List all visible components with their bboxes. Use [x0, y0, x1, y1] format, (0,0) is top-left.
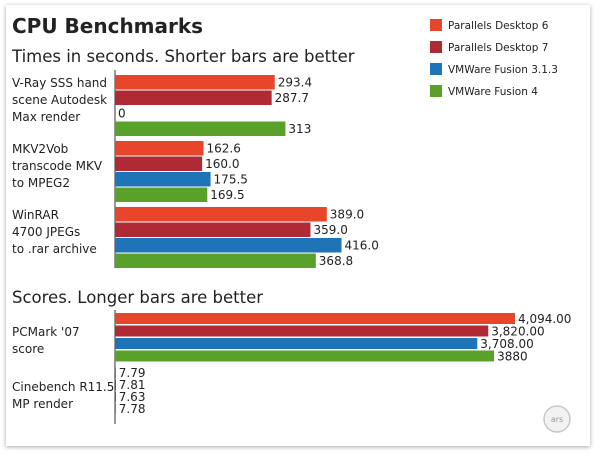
scores-value-label: 4,094.00: [518, 312, 571, 326]
scores-bar: [115, 392, 116, 402]
times-value-label: 160.0: [205, 157, 239, 171]
times-bar: [115, 253, 316, 268]
scores-bar: [115, 313, 515, 324]
scores-value-label: 7.78: [119, 402, 146, 416]
scores-bar: [115, 325, 489, 337]
times-category-label: scene Autodesk: [12, 93, 107, 107]
ars-logo-text: ars: [551, 415, 563, 424]
times-value-label: 368.8: [319, 254, 353, 268]
times-bar: [115, 207, 327, 222]
times-value-label: 175.5: [214, 173, 248, 187]
times-bar: [115, 172, 211, 187]
legend: Parallels Desktop 6 Parallels Desktop 7 VM…: [430, 19, 558, 98]
times-category-label: V-Ray SSS hand: [12, 76, 107, 90]
legend-label: VMWare Fusion 3.1.3: [448, 64, 558, 76]
legend-label: VMWare Fusion 4: [448, 86, 538, 98]
scores-category-label: PCMark '07: [12, 325, 80, 339]
times-value-label: 287.7: [275, 91, 309, 105]
legend-swatch: [430, 63, 442, 75]
section-title-times: Times in seconds. Shorter bars are bette…: [11, 47, 355, 66]
times-chart: V-Ray SSS hand scene Autodesk Max render 29…: [12, 70, 379, 268]
scores-value-label: 7.79: [119, 366, 146, 380]
legend-label: Parallels Desktop 6: [448, 20, 549, 32]
ars-logo: ars: [543, 405, 571, 433]
scores-bar: [115, 404, 116, 414]
times-value-label: 162.6: [207, 142, 241, 156]
scores-category-label: score: [12, 342, 44, 356]
times-bar: [115, 75, 275, 90]
scores-bar: [115, 380, 116, 390]
times-category-label: WinRAR: [12, 208, 59, 222]
legend-swatch: [430, 41, 442, 53]
legend-label: Parallels Desktop 7: [448, 42, 548, 54]
chart-title: CPU Benchmarks: [12, 14, 203, 38]
times-bar: [115, 90, 272, 105]
times-value-label: 416.0: [345, 239, 379, 253]
times-value-label: 169.5: [210, 188, 244, 202]
times-bar: [115, 238, 342, 253]
scores-bar: [115, 350, 495, 362]
scores-value-label: 3880: [497, 350, 528, 364]
times-value-label: 359.0: [313, 223, 347, 237]
times-category-label: to MPEG2: [12, 176, 70, 190]
times-category-label: Max render: [12, 110, 80, 124]
scores-bar: [115, 368, 116, 378]
times-bar: [115, 222, 311, 237]
scores-category-label: MP render: [12, 397, 73, 411]
legend-swatch: [430, 19, 442, 31]
times-value-label: 293.4: [278, 76, 312, 90]
section-title-scores: Scores. Longer bars are better: [12, 288, 263, 307]
scores-bar: [115, 338, 478, 349]
times-category-label: to .rar archive: [12, 242, 97, 256]
legend-swatch: [430, 85, 442, 97]
times-bar: [115, 187, 208, 202]
times-value-label: 389.0: [330, 208, 364, 222]
scores-chart: PCMark '07 score 4,094.003,820.003,708.003…: [12, 310, 571, 424]
scores-category-label: Cinebench R11.5: [12, 380, 114, 394]
times-category-label: 4700 JPEGs: [12, 225, 80, 239]
times-value-label: 0: [118, 107, 126, 121]
times-value-label: 313: [288, 122, 311, 136]
times-bar: [115, 156, 203, 171]
times-bar: [115, 141, 204, 156]
times-category-label: transcode MKV: [12, 159, 103, 173]
scores-value-label: 3,708.00: [480, 337, 533, 351]
scores-value-label: 7.63: [119, 390, 146, 404]
times-bar: [115, 121, 286, 136]
times-category-label: MKV2Vob: [12, 142, 68, 156]
scores-value-label: 7.81: [119, 378, 146, 392]
scores-value-label: 3,820.00: [491, 325, 544, 339]
